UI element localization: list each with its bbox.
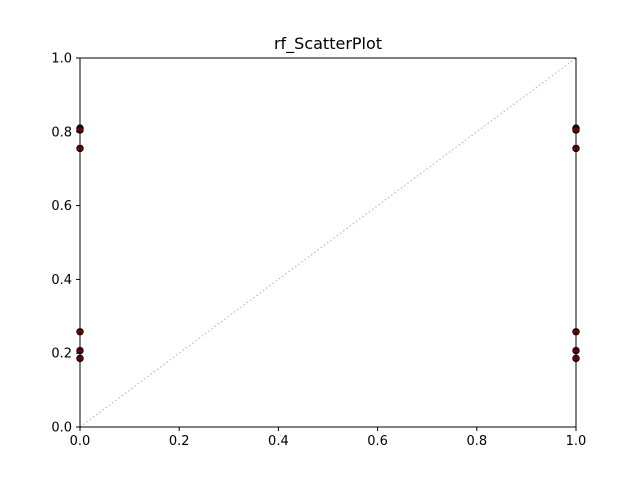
x-tick-label: 0.6	[367, 434, 388, 449]
x-tick-label: 0.2	[169, 434, 190, 449]
reference-line	[79, 57, 577, 428]
x-tick-label: 0.8	[466, 434, 487, 449]
y-tick-label: 0.6	[51, 199, 72, 214]
y-tick-label: 1.0	[51, 52, 72, 67]
plot-area: 0.0 0.2 0.4 0.6 0.8 1.0 0.0 0.2 0.4 0.6 0.8 1.0	[51, 52, 586, 450]
chart-title: rf_ScatterPlot	[274, 34, 382, 54]
y-tick-label: 0.4	[51, 273, 72, 288]
y-tick-label: 0.8	[51, 125, 72, 140]
plot-frame	[79, 57, 577, 428]
x-tick-label: 1.0	[566, 434, 587, 449]
y-tick-label: 0.0	[51, 421, 72, 436]
y-tick-label: 0.2	[51, 347, 72, 362]
x-tick-label: 0.0	[70, 434, 91, 449]
x-tick-label: 0.4	[268, 434, 289, 449]
